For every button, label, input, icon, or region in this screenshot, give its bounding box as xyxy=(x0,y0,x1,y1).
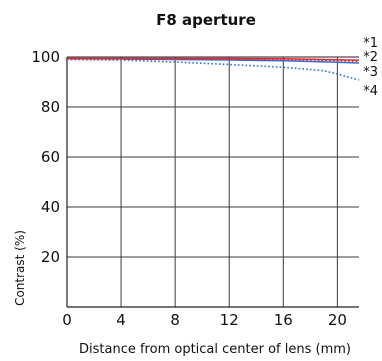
series-line xyxy=(67,57,360,62)
series-lines xyxy=(66,57,360,81)
x-tick-label: 16 xyxy=(274,311,293,329)
legend: *1*2*3 *4 xyxy=(363,36,378,99)
y-tick-label: 20 xyxy=(41,248,60,266)
x-tick-label: 8 xyxy=(170,311,180,329)
legend-label: *2 xyxy=(363,50,378,65)
legend-label: *3 xyxy=(363,65,378,80)
y-tick-label: 100 xyxy=(31,48,60,66)
legend-label: *4 xyxy=(363,84,378,99)
y-tick-label: 40 xyxy=(41,198,60,216)
y-tick-label: 60 xyxy=(41,148,60,166)
x-tick-label: 12 xyxy=(220,311,239,329)
y-axis-label: Contrast (%) xyxy=(13,230,27,306)
legend-label: *1 xyxy=(363,36,378,51)
x-tick-label: 0 xyxy=(62,311,72,329)
chart-title: F8 aperture xyxy=(156,11,256,29)
x-axis-label: Distance from optical center of lens (mm… xyxy=(79,342,351,357)
y-tick-label: 80 xyxy=(41,98,60,116)
x-tick-label: 20 xyxy=(328,311,347,329)
tick-labels: 0 4 8 12 16 20 20 40 60 80 100 xyxy=(31,48,347,329)
series-line xyxy=(66,58,360,81)
grid xyxy=(66,56,359,308)
x-tick-label: 4 xyxy=(116,311,126,329)
